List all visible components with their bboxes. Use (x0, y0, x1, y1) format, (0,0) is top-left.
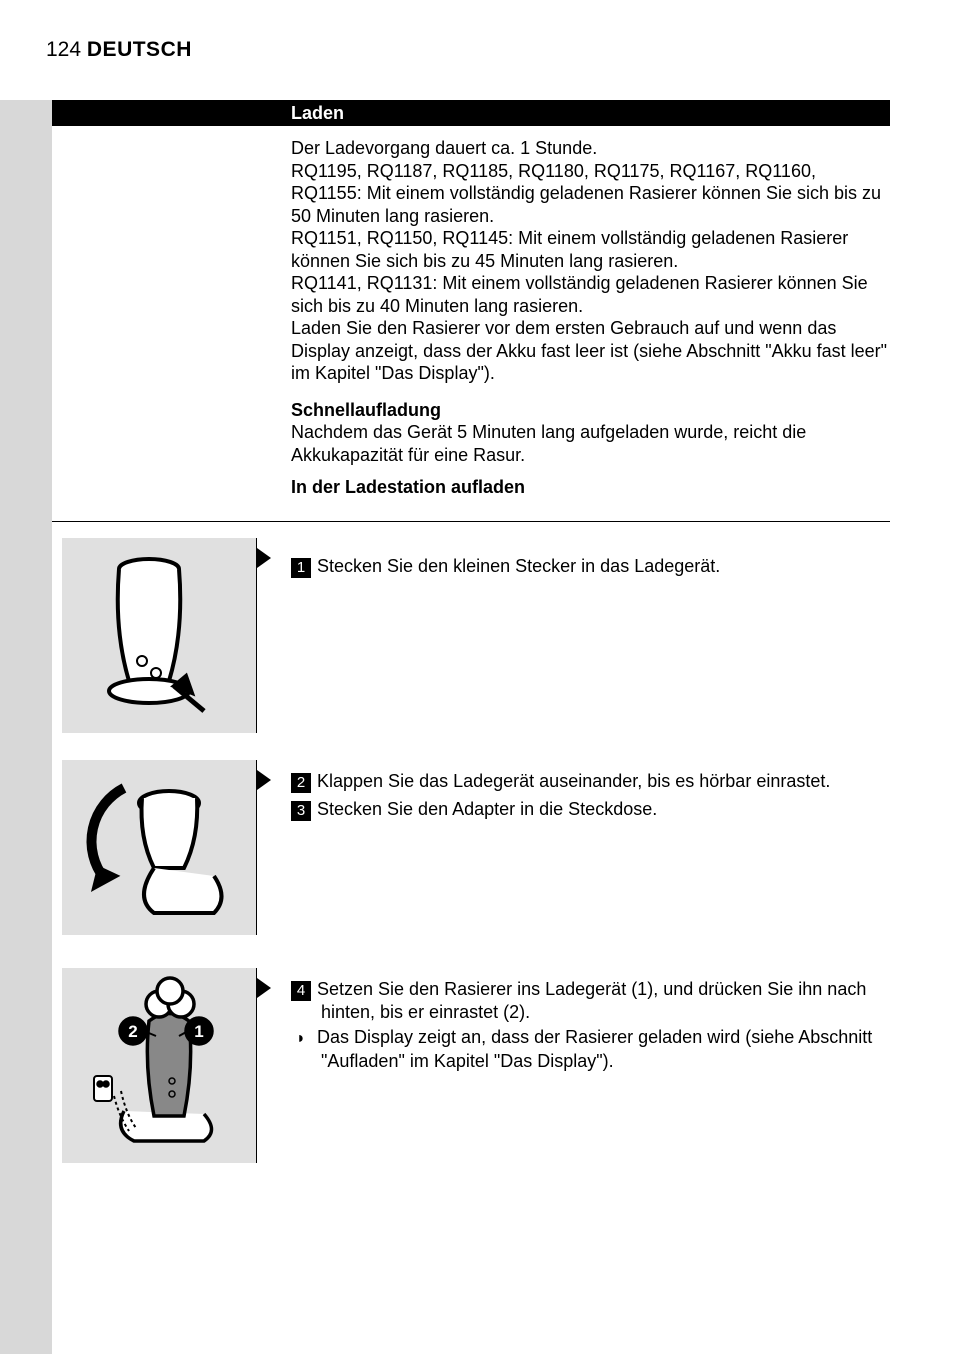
step-2-number: 2 (291, 773, 311, 793)
step-1-text: Stecken Sie den kleinen Stecker in das L… (317, 556, 720, 576)
bullet-icon: ◗ (291, 1029, 311, 1050)
intro-p1: Der Ladevorgang dauert ca. 1 Stunde. (291, 137, 891, 160)
illustration-insert-shaver: 2 1 (62, 968, 257, 1163)
sidebar-gray-strip (0, 100, 52, 1354)
step-1-number: 1 (291, 558, 311, 578)
step-4: 4 Setzen Sie den Rasierer ins Ladegerät (… (291, 978, 891, 1025)
step-2: 2 Klappen Sie das Ladegerät auseinander, … (291, 770, 891, 793)
svg-text:1: 1 (194, 1022, 203, 1041)
pointer-triangle-icon (257, 548, 271, 568)
intro-p3: RQ1151, RQ1150, RQ1145: Mit einem vollst… (291, 227, 891, 272)
step-1: 1 Stecken Sie den kleinen Stecker in das … (291, 555, 891, 578)
charger-plug-icon (74, 551, 244, 721)
page-number: 124 (46, 38, 81, 61)
intro-p4: RQ1141, RQ1131: Mit einem vollständig ge… (291, 272, 891, 317)
section-title: Laden (291, 103, 344, 123)
pointer-triangle-icon (257, 770, 271, 790)
section-heading: Laden (52, 100, 890, 126)
dock-title: In der Ladestation aufladen (291, 476, 891, 499)
step-2-text: Klappen Sie das Ladegerät auseinander, b… (317, 771, 830, 791)
quick-charge-text: Nachdem das Gerät 5 Minuten lang aufgela… (291, 421, 891, 466)
step-3-text: Stecken Sie den Adapter in die Steckdose… (317, 799, 657, 819)
pointer-triangle-icon (257, 978, 271, 998)
intro-p2: RQ1195, RQ1187, RQ1185, RQ1180, RQ1175, … (291, 160, 891, 228)
step-3: 3 Stecken Sie den Adapter in die Steckdos… (291, 798, 891, 821)
insert-shaver-icon: 2 1 (69, 976, 249, 1156)
step-4-text: Setzen Sie den Rasierer ins Ladegerät (1… (317, 979, 866, 1022)
page-language: DEUTSCH (87, 38, 192, 61)
step-bullet-text: Das Display zeigt an, dass der Rasierer … (317, 1027, 872, 1071)
svg-text:2: 2 (128, 1022, 137, 1041)
intro-content: Der Ladevorgang dauert ca. 1 Stunde. RQ1… (291, 137, 891, 499)
step-bullet: ◗ Das Display zeigt an, dass der Rasierer… (291, 1026, 891, 1073)
illustration-unfold-charger (62, 760, 257, 935)
step-4-number: 4 (291, 981, 311, 1001)
quick-charge-title: Schnellaufladung (291, 399, 891, 422)
page-header: 124 DEUTSCH (0, 0, 954, 62)
step-3-number: 3 (291, 801, 311, 821)
intro-p5: Laden Sie den Rasierer vor dem ersten Ge… (291, 317, 891, 385)
divider-line (52, 521, 890, 522)
unfold-charger-icon (74, 768, 244, 928)
illustration-plug-charger (62, 538, 257, 733)
